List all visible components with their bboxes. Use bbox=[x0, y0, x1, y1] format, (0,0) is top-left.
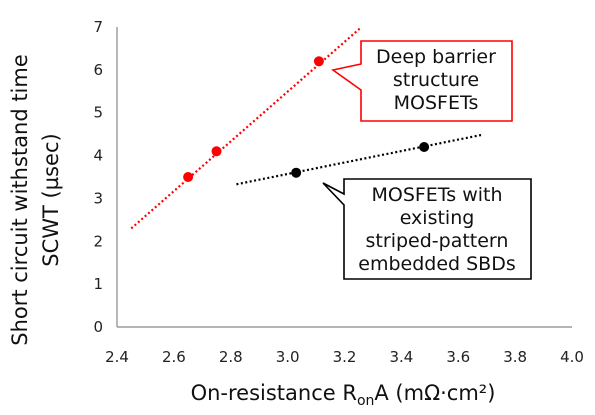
data-point-series-1 bbox=[291, 167, 302, 178]
axes bbox=[116, 27, 572, 328]
annotation-striped-sbd-line: embedded SBDs bbox=[358, 253, 515, 275]
trendline-series-1 bbox=[236, 133, 482, 186]
annotation-striped-sbd-line: striped-pattern bbox=[366, 230, 509, 252]
annotation-striped-sbd-line: MOSFETs with bbox=[371, 184, 502, 206]
x-axis-title: On-resistance RonA (mΩ·cm²) bbox=[191, 381, 496, 409]
y-tick-label: 2 bbox=[93, 232, 103, 250]
annotation-deep-barrier-line: structure bbox=[393, 69, 479, 91]
y-axis-title: Short circuit withstand time SCWT (µsec) bbox=[8, 54, 63, 346]
x-tick-label: 3.4 bbox=[389, 348, 413, 366]
trendlines bbox=[130, 26, 482, 230]
data-points bbox=[183, 56, 430, 182]
y-tick-label: 0 bbox=[93, 318, 103, 336]
y-tick-label: 5 bbox=[93, 104, 103, 122]
y-axis-title-line: SCWT (µsec) bbox=[39, 133, 63, 266]
x-tick-label: 2.8 bbox=[219, 348, 243, 366]
y-tick-label: 1 bbox=[93, 275, 103, 293]
annotation-deep-barrier-line: Deep barrier bbox=[376, 46, 496, 68]
annotation-deep-barrier: Deep barrier structure MOSFETs bbox=[331, 40, 513, 122]
annotation-striped-sbd: MOSFETs with existing striped-pattern em… bbox=[322, 178, 532, 280]
data-point-series-0 bbox=[183, 172, 194, 182]
x-tick-label: 3.0 bbox=[276, 348, 300, 366]
y-tick-label: 4 bbox=[93, 147, 103, 165]
annotation-striped-sbd-line: existing bbox=[400, 207, 475, 229]
x-tick-label: 2.6 bbox=[162, 348, 186, 366]
data-point-series-1 bbox=[419, 142, 430, 152]
x-tick-labels: 2.4 2.6 2.8 3.0 3.2 3.4 3.6 3.8 4.0 bbox=[105, 348, 584, 366]
annotation-deep-barrier-line: MOSFETs bbox=[394, 92, 479, 114]
x-axis-title-unit: A (mΩ·cm²) bbox=[374, 381, 495, 405]
x-tick-label: 3.6 bbox=[446, 348, 470, 366]
x-tick-label: 3.8 bbox=[503, 348, 527, 366]
y-tick-label: 3 bbox=[93, 189, 103, 207]
y-axis-title-line: Short circuit withstand time bbox=[8, 54, 32, 346]
x-axis-title-subscript: on bbox=[357, 393, 374, 409]
x-axis-title-main: On-resistance R bbox=[191, 381, 357, 405]
annotation-deep-barrier-box bbox=[331, 40, 513, 122]
annotation-striped-sbd-box bbox=[322, 178, 532, 280]
y-tick-labels: 0 1 2 3 4 5 6 7 bbox=[93, 18, 103, 336]
trendline-series-0 bbox=[130, 26, 363, 230]
x-tick-label: 3.2 bbox=[333, 348, 357, 366]
y-tick-label: 7 bbox=[93, 18, 103, 36]
x-tick-label: 4.0 bbox=[560, 348, 584, 366]
data-point-series-0 bbox=[211, 146, 222, 157]
x-tick-label: 2.4 bbox=[105, 348, 129, 366]
data-point-series-0 bbox=[313, 56, 324, 67]
y-tick-label: 6 bbox=[93, 61, 103, 79]
